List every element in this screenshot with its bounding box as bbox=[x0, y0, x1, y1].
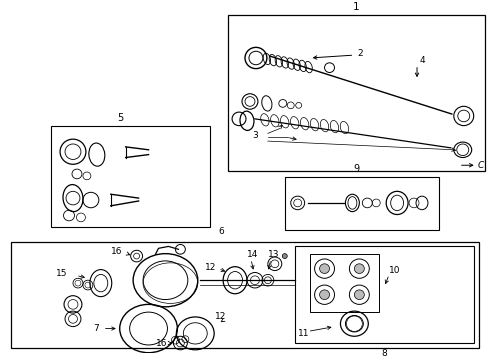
Bar bbox=[51, 126, 210, 227]
Text: 1: 1 bbox=[353, 2, 360, 12]
Circle shape bbox=[354, 264, 365, 274]
Bar bbox=[310, 254, 379, 312]
Text: 6: 6 bbox=[218, 228, 224, 237]
Bar bbox=[228, 14, 485, 171]
Text: 7: 7 bbox=[93, 324, 98, 333]
Text: 13: 13 bbox=[268, 249, 279, 258]
Bar bbox=[285, 177, 439, 230]
Circle shape bbox=[282, 254, 287, 258]
Text: 14: 14 bbox=[247, 249, 258, 258]
Circle shape bbox=[319, 264, 329, 274]
Text: 16: 16 bbox=[155, 338, 167, 347]
Text: C: C bbox=[478, 161, 484, 170]
Bar bbox=[11, 242, 479, 348]
Text: 12: 12 bbox=[205, 263, 217, 272]
Text: 10: 10 bbox=[389, 266, 401, 275]
Text: 9: 9 bbox=[354, 164, 360, 174]
Circle shape bbox=[354, 290, 365, 300]
Text: 5: 5 bbox=[118, 113, 124, 123]
Text: 8: 8 bbox=[381, 349, 387, 358]
Text: 16: 16 bbox=[111, 247, 122, 256]
Text: 15: 15 bbox=[56, 269, 68, 278]
Bar bbox=[294, 246, 474, 343]
Text: 4: 4 bbox=[420, 57, 426, 66]
Text: 12: 12 bbox=[215, 312, 226, 321]
Text: 3: 3 bbox=[252, 131, 258, 140]
Text: 2: 2 bbox=[357, 49, 363, 58]
Text: 11: 11 bbox=[298, 329, 309, 338]
Circle shape bbox=[319, 290, 329, 300]
